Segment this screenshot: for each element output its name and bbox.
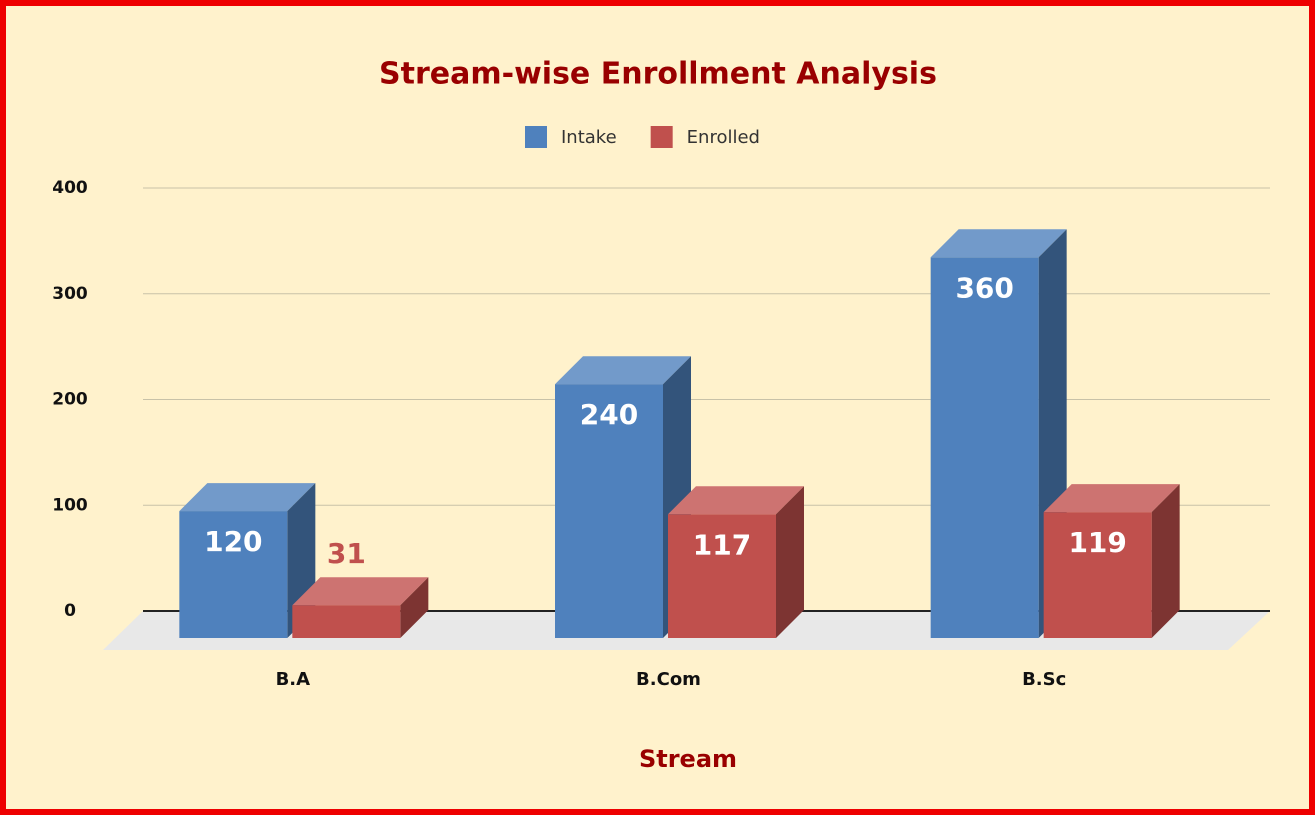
data-label: 240 [580, 398, 638, 431]
bar [1043, 512, 1152, 638]
x-tick-label: B.Sc [1022, 669, 1066, 690]
bar-top [668, 486, 804, 515]
chart-title: Stream-wise Enrollment Analysis [379, 57, 937, 92]
y-tick-label: 100 [52, 495, 88, 515]
legend-label: Enrolled [687, 127, 760, 148]
y-tick-label: 0 [64, 601, 76, 621]
bar [292, 605, 401, 638]
data-label: 360 [955, 271, 1013, 304]
bar-side [776, 486, 804, 638]
bar-top [292, 577, 429, 606]
legend-swatch [525, 126, 547, 148]
bar-top [555, 356, 691, 385]
bar [668, 514, 776, 638]
y-tick-label: 200 [52, 390, 88, 410]
bar-top [1043, 484, 1180, 513]
bar [930, 257, 1039, 638]
data-label: 120 [204, 525, 262, 558]
legend-swatch [650, 126, 673, 148]
bar [555, 384, 663, 638]
bar-top [179, 483, 316, 512]
y-tick-label: 400 [52, 178, 88, 198]
data-label: 117 [693, 528, 751, 561]
x-tick-label: B.A [276, 669, 311, 690]
bar [179, 511, 288, 638]
legend-label: Intake [561, 127, 617, 148]
bar-side [1151, 484, 1180, 638]
y-tick-label: 300 [52, 284, 88, 304]
data-label: 119 [1068, 526, 1126, 559]
x-tick-label: B.Com [636, 669, 701, 690]
data-label: 31 [327, 537, 366, 570]
x-axis-title: Stream [639, 745, 737, 773]
bar-side [400, 577, 429, 638]
bar-top [930, 229, 1067, 258]
